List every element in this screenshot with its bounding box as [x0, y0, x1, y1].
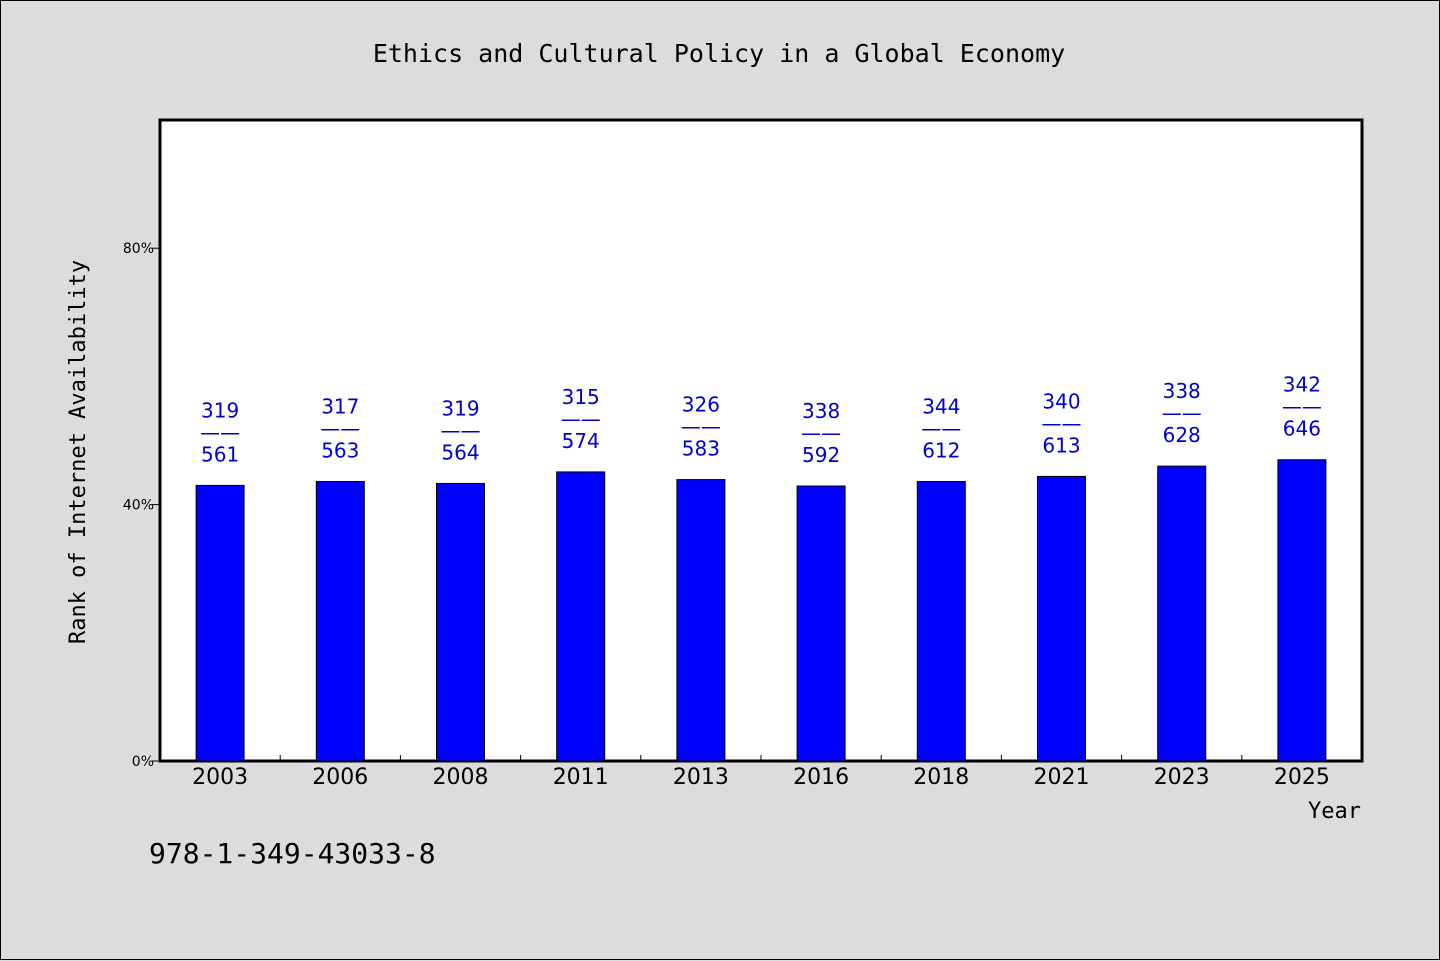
- data-label-separator: ——: [1282, 395, 1322, 419]
- bar-2025: [1277, 459, 1327, 762]
- data-label-top: 340: [1042, 389, 1080, 413]
- bar-2011: [556, 471, 606, 762]
- data-label-bottom: 574: [562, 429, 600, 453]
- data-label-bottom: 646: [1283, 417, 1321, 441]
- x-tick-label: 2021: [1034, 765, 1090, 790]
- data-label-separator: ——: [200, 420, 240, 444]
- x-tick-label: 2013: [673, 765, 729, 790]
- x-axis-label: Year: [1308, 799, 1361, 824]
- x-tick-label: 2006: [312, 765, 368, 790]
- data-label-bottom: 561: [201, 442, 239, 466]
- data-label-separator: ——: [441, 418, 481, 442]
- x-tick-label: 2008: [433, 765, 489, 790]
- data-label-separator: ——: [681, 415, 721, 439]
- y-tick-label: 40%: [123, 498, 154, 514]
- data-label-separator: ——: [561, 407, 601, 431]
- data-labels: 319——561317——563319——564315——574326——583…: [200, 373, 1322, 467]
- x-tick-label: 2016: [793, 765, 849, 790]
- bar-2003: [195, 484, 245, 762]
- data-label-top: 315: [562, 385, 600, 409]
- data-label-separator: ——: [801, 421, 841, 445]
- data-label-bottom: 613: [1042, 433, 1080, 457]
- data-label-bottom: 612: [922, 439, 960, 463]
- y-tick-label: 80%: [123, 241, 154, 257]
- x-tick-label: 2018: [913, 765, 969, 790]
- x-tick-label: 2023: [1154, 765, 1210, 790]
- y-axis: 0% 40% 80%: [123, 241, 160, 770]
- bar-2008: [436, 482, 485, 762]
- data-label-bottom: 564: [441, 440, 479, 464]
- data-label-top: 338: [802, 399, 840, 423]
- data-label-separator: ——: [1042, 411, 1082, 435]
- data-label-bottom: 583: [682, 437, 720, 461]
- data-label-top: 319: [441, 396, 479, 420]
- x-tick-label: 2011: [553, 765, 609, 790]
- data-label-top: 338: [1163, 379, 1201, 403]
- data-label-bottom: 628: [1163, 423, 1201, 447]
- bar-2006: [315, 481, 365, 762]
- bar-2016: [796, 485, 846, 762]
- x-tick-label: 2003: [192, 765, 248, 790]
- bar-2021: [1037, 475, 1086, 762]
- data-label-top: 344: [922, 395, 960, 419]
- data-label-top: 326: [682, 393, 720, 417]
- bar-2018: [916, 481, 966, 762]
- data-label-top: 319: [201, 398, 239, 422]
- isbn-footer: 978-1-349-43033-8: [149, 837, 436, 870]
- data-label-separator: ——: [320, 417, 360, 441]
- data-label-top: 317: [321, 395, 359, 419]
- x-axis: 2003 2006 2008 2011 2013 2016 2018 2021 2023 2025: [192, 755, 1330, 790]
- bars: [195, 459, 1327, 762]
- data-label-bottom: 592: [802, 443, 840, 467]
- data-label-separator: ——: [1162, 401, 1202, 425]
- data-label-separator: ——: [921, 417, 961, 441]
- bar-2013: [676, 479, 726, 762]
- y-axis-label: Rank of Internet Availability: [66, 260, 91, 644]
- data-label-bottom: 563: [321, 439, 359, 463]
- data-label-top: 342: [1283, 373, 1321, 397]
- x-tick-label: 2025: [1274, 765, 1330, 790]
- chart-title: Ethics and Cultural Policy in a Global E…: [373, 39, 1065, 68]
- bar-2023: [1157, 465, 1207, 762]
- y-tick-label: 0%: [132, 754, 154, 770]
